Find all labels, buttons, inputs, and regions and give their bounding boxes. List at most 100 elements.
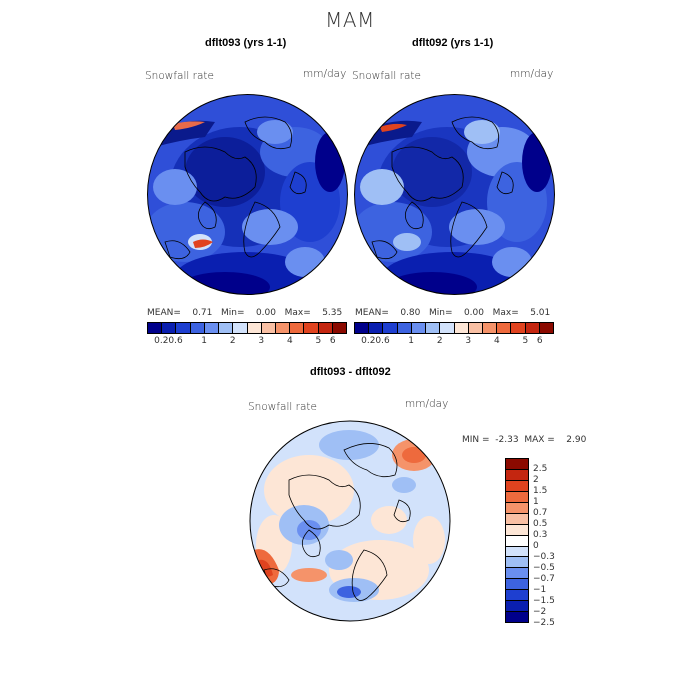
colorbar-tick-label: 1 [201,336,208,346]
min-value: -2.33 [495,435,519,445]
diff-panel-stats: MIN = -2.33 MAX = 2.90 [462,435,586,445]
panel-1-units: mm/day [303,68,347,80]
colorbar-swatch [317,323,332,333]
colorbar-swatch [538,323,554,333]
colorbar-tick-label: 1 [533,497,539,507]
min-value: 0.00 [463,308,484,318]
colorbar-swatch [524,323,539,333]
colorbar-swatch [506,490,528,502]
panel-2-variable: Snowfall rate [352,70,421,82]
colorbar-swatch [506,534,528,546]
colorbar-tick-label: −0.3 [533,552,555,562]
mean-value: 0.71 [192,308,213,318]
mean-label: MEAN= [147,308,181,318]
colorbar-swatch [303,323,318,333]
colorbar-tick-label: −2.5 [533,618,555,628]
max-value: 5.01 [530,308,551,318]
diff-colorbar-ticks: 2.5 2 1.5 1 0.7 0.5 0.3 0 −0.3 −0.5 −0.7 −1 −1.5 −2 −2… [527,458,567,628]
colorbar-tick-label: 6 [536,336,543,346]
panel-1-colorbar-ticks: 0.2 0.6 1 2 3 4 5 6 [147,336,347,348]
max-label: Max= [492,308,519,318]
colorbar-tick-label: −0.5 [533,563,555,573]
colorbar-swatch [355,323,369,333]
colorbar-tick-label: 2 [229,336,236,346]
diff-panel-map [249,420,451,622]
colorbar-tick-label: 1.5 [533,486,548,496]
colorbar-swatch [506,567,528,579]
min-value: 0.00 [255,308,276,318]
colorbar-swatch [274,323,290,333]
colorbar-tick-label: 0.3 [533,530,548,540]
panel-1-variable: Snowfall rate [145,70,214,82]
colorbar-tick-label: 6 [329,336,336,346]
colorbar-swatch [506,578,528,590]
colorbar-swatch [506,501,528,513]
colorbar-tick-label: −0.7 [533,574,555,584]
min-label: Min= [428,308,453,318]
colorbar-swatch [506,479,528,491]
panel-2-map [354,94,555,295]
panel-2-colorbar-ticks: 0.2 0.6 1 2 3 4 5 6 [354,336,554,348]
colorbar-tick-label: 4 [286,336,293,346]
panel-2-title: dflt092 (yrs 1-1) [412,37,494,49]
mean-value: 0.80 [400,308,421,318]
colorbar-swatch [506,611,528,623]
colorbar-swatch [506,589,528,601]
colorbar-tick-label: 0.5 [533,519,548,529]
panel-1-stats: MEAN= 0.71 Min= 0.00 Max= 5.35 [147,308,342,318]
colorbar-tick-label: 5 [315,336,322,346]
colorbar-tick-label: 0.2 [361,336,376,346]
colorbar-swatch [506,556,528,568]
colorbar-swatch [506,545,528,557]
max-label: Max= [284,308,311,318]
colorbar-swatch [439,323,454,333]
colorbar-tick-label: 3 [258,336,265,346]
colorbar-swatch [506,468,528,480]
colorbar-swatch [232,323,247,333]
colorbar-swatch [203,323,219,333]
colorbar-swatch [396,323,411,333]
colorbar-swatch [410,323,426,333]
colorbar-swatch [260,323,275,333]
colorbar-swatch [506,459,528,469]
colorbar-swatch [506,523,528,535]
colorbar-tick-label: 4 [493,336,500,346]
colorbar-swatch [510,323,525,333]
panel-2-colorbar [354,322,554,334]
colorbar-tick-label: 0.2 [154,336,169,346]
max-value: 5.35 [322,308,343,318]
min-label: Min= [220,308,245,318]
colorbar-tick-label: −1 [533,585,547,595]
colorbar-tick-label: 3 [465,336,472,346]
colorbar-tick-label: 0.6 [168,336,183,346]
colorbar-tick-label: −2 [533,607,547,617]
colorbar-swatch [175,323,190,333]
colorbar-swatch [148,323,162,333]
diff-panel-variable: Snowfall rate [248,401,317,413]
colorbar-tick-label: 2 [533,475,539,485]
colorbar-swatch [189,323,204,333]
diff-colorbar [505,458,529,623]
diff-panel-title: dflt093 - dflt092 [310,366,391,378]
colorbar-swatch [368,323,383,333]
colorbar-swatch [506,600,528,612]
colorbar-tick-label: 2 [436,336,443,346]
diff-panel-units: mm/day [405,398,449,410]
colorbar-tick-label: 2.5 [533,464,548,474]
panel-2-units: mm/day [510,68,554,80]
colorbar-swatch [453,323,468,333]
page-title: MAM [325,8,375,32]
mean-label: MEAN= [355,308,389,318]
panel-2-stats: MEAN= 0.80 Min= 0.00 Max= 5.01 [355,308,550,318]
max-label: MAX = [524,435,555,445]
colorbar-swatch [246,323,261,333]
colorbar-tick-label: 0.6 [375,336,390,346]
colorbar-swatch [218,323,233,333]
max-value: 2.90 [566,435,587,445]
colorbar-swatch [481,323,497,333]
colorbar-tick-label: 0 [533,541,539,551]
colorbar-swatch [331,323,347,333]
colorbar-tick-label: 1 [408,336,415,346]
panel-1-colorbar [147,322,347,334]
min-label: MIN = [462,435,490,445]
